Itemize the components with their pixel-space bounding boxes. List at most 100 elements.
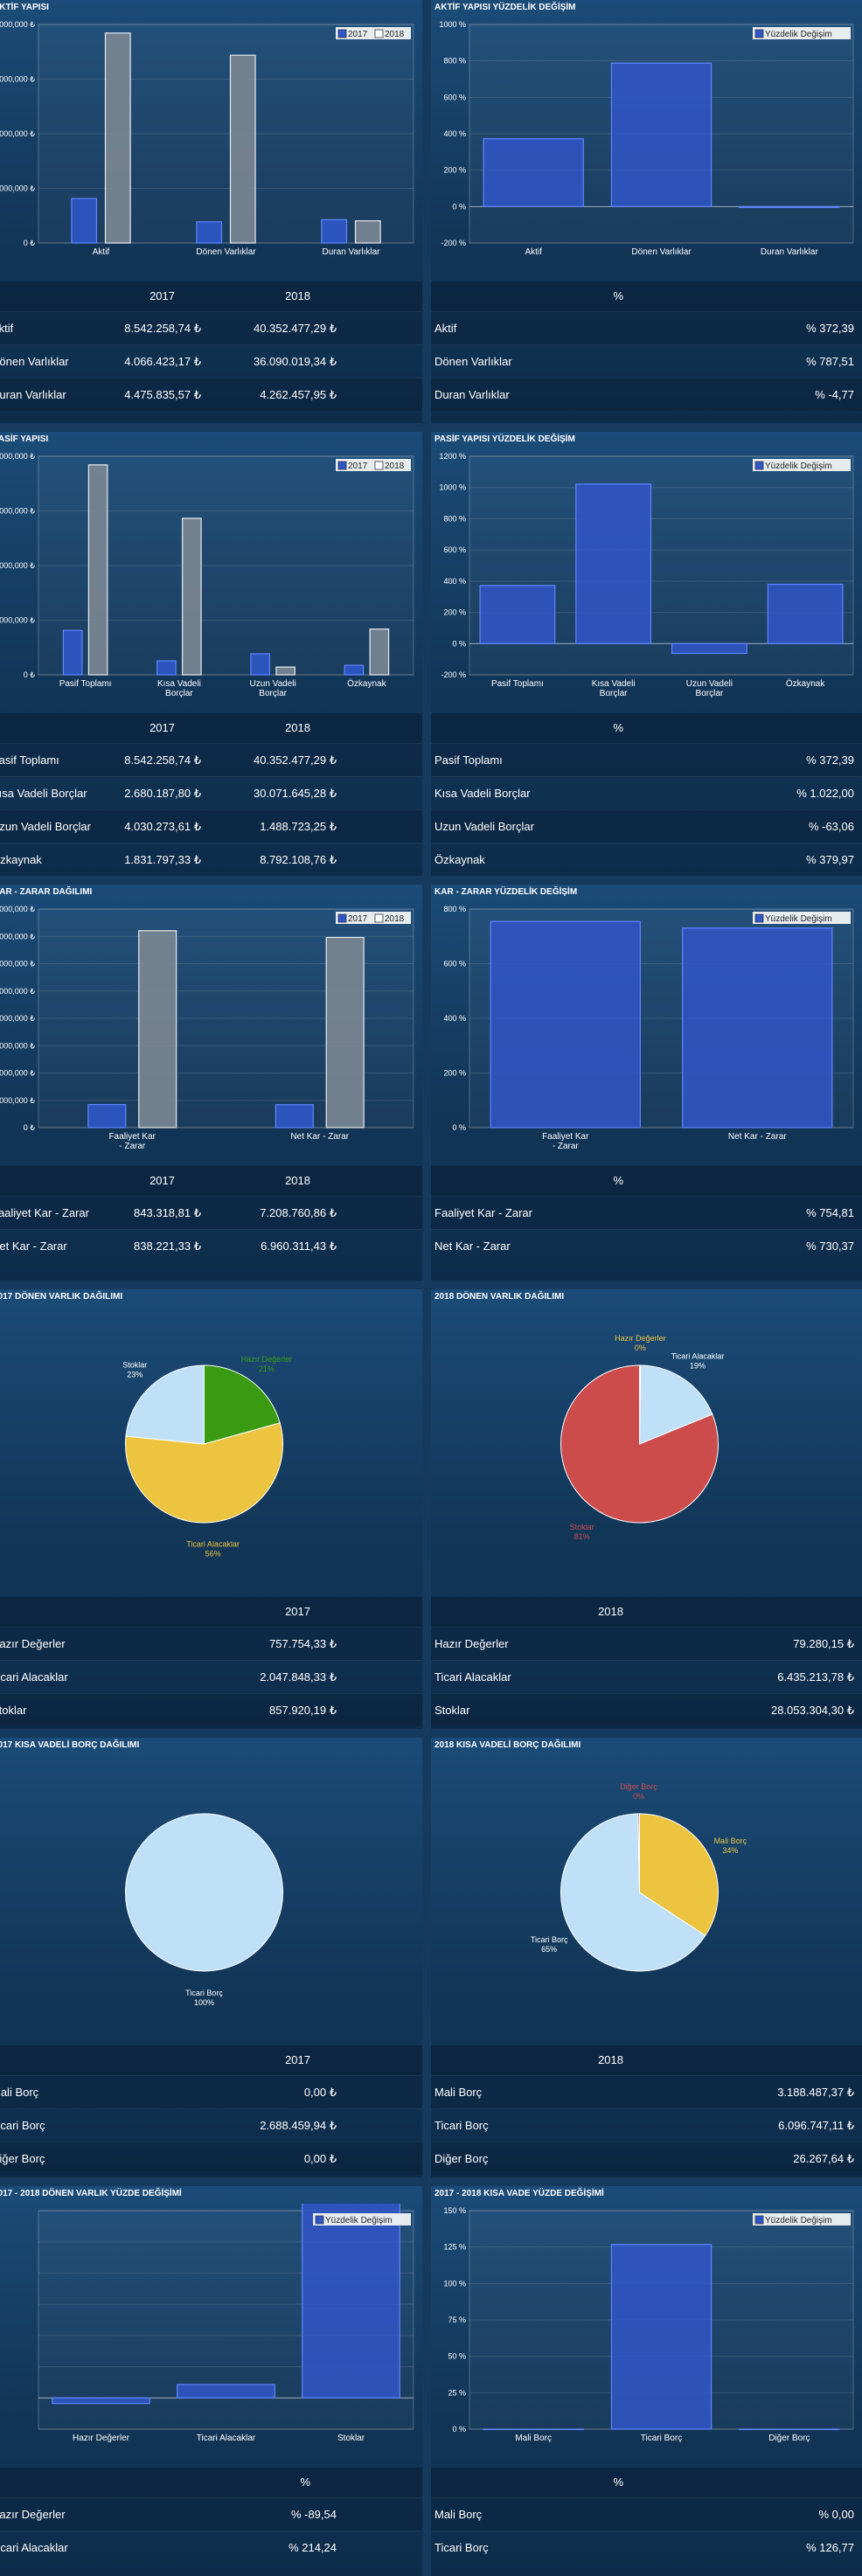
row-label: Mali Borç [434, 2086, 483, 2099]
panel-title: PASİF YAPISI [0, 434, 49, 444]
row-label: Mali Borç [434, 2508, 483, 2521]
slice-percent: 56% [205, 1550, 221, 1559]
slice-label: Ticari Alacaklar [186, 1540, 240, 1549]
bar-y-zdelik-de-i-im-ticari-bor[interactable] [610, 2244, 713, 2430]
bar-2018-k-sa-vadeli-bor-lar[interactable] [182, 517, 202, 676]
cell-value: % 126,77 [806, 2541, 854, 2554]
slice-haz-r-de-erler[interactable] [203, 1364, 281, 1445]
y-tick-label: 200 % [443, 608, 466, 617]
bar-2017-d-nen-varl-klar[interactable] [196, 221, 223, 244]
row-label: Ticari Alacaklar [434, 1670, 511, 1684]
slice-label: Ticari Borç [531, 1935, 568, 1944]
panel-pasif: PASİF YAPISI 0 ₺ 10,000,000 ₺ 20,000,000 ₺ 3… [0, 432, 422, 876]
bar-y-zdelik-de-i-im-net-kar-zarar[interactable] [682, 927, 833, 1128]
slice-stoklar[interactable] [560, 1364, 719, 1524]
bar-2017-faaliyet-kar-zarar[interactable] [87, 1104, 127, 1128]
slice-ticari-alacaklar[interactable] [638, 1364, 713, 1445]
bar-y-zdelik-de-i-im-duran-varl-klar[interactable] [739, 205, 840, 208]
bar-2018-zkaynak[interactable] [369, 628, 390, 676]
table-row: Stoklar 857.920,19 ₺ [0, 1693, 422, 1726]
bar-2017-uzun-vadeli-bor-lar[interactable] [250, 653, 270, 676]
y-tick-label: 75 % [448, 2316, 466, 2324]
table-row: Duran Varlıklar 4.475.835,57 ₺ 4.262.457,9… [0, 378, 422, 411]
slice-label: Stoklar [122, 1361, 147, 1370]
slice-di-er-bor[interactable] [637, 1813, 641, 1893]
bar-y-zdelik-de-i-im-pasif-toplam[interactable] [479, 585, 556, 644]
panel-donen2017: 2017 DÖNEN VARLIK DAĞILIMI Hazır Değerler… [0, 1289, 422, 1729]
bar-2018-d-nen-varl-klar[interactable] [229, 54, 256, 244]
legend-label: Yüzdelik Değişim [765, 2216, 832, 2225]
bar-2018-pasif-toplam[interactable] [87, 464, 108, 676]
y-tick-label: 40,000,000 ₺ [0, 20, 35, 29]
x-tick-label: Duran Varlıklar [761, 247, 819, 257]
bar-y-zdelik-de-i-im-stoklar[interactable] [302, 2204, 400, 2399]
legend[interactable]: 2017 2018 [336, 27, 411, 39]
y-tick-label: 30,000,000 ₺ [0, 507, 35, 516]
table-row: Kısa Vadeli Borçlar % 1.022,00 [431, 776, 862, 809]
y-tick-label: 200 % [443, 1069, 466, 1078]
slice-label: Mali Borç [714, 1837, 747, 1845]
y-tick-label: 400 % [443, 577, 466, 586]
data-table: 2017 2018 Aktif 8.542.258,74 ₺ 40.352.477,29… [0, 281, 422, 411]
bar-2017-duran-varl-klar[interactable] [321, 219, 348, 244]
bar-2017-aktif[interactable] [71, 198, 98, 244]
bar-y-zdelik-de-i-im-mali-bor[interactable] [483, 2428, 584, 2431]
cell-value: 40.352.477,29 ₺ [253, 753, 337, 767]
legend-label: Yüzdelik Değişim [765, 462, 832, 471]
bar-2018-faaliyet-kar-zarar[interactable] [138, 930, 177, 1128]
cell-value: 1.488.723,25 ₺ [260, 820, 337, 833]
panel-title: PASİF YAPISI YÜZDELİK DEĞİŞİM [434, 434, 575, 444]
data-table: 2018 Mali Borç 3.188.487,37 ₺ Ticari Borç 6.… [431, 2045, 862, 2175]
row-label: Hazır Değerler [434, 1637, 509, 1650]
panel-title: 2017 KISA VADELİ BORÇ DAĞILIMI [0, 1740, 140, 1750]
y-tick-label: 3,000,000 ₺ [0, 1041, 35, 1050]
bar-2018-uzun-vadeli-bor-lar[interactable] [275, 666, 295, 676]
bar-y-zdelik-de-i-im-uzun-vadeli-bor-lar[interactable] [671, 642, 747, 655]
y-tick-label: 7,000,000 ₺ [0, 932, 35, 941]
cell-value: 6.096.747,11 ₺ [778, 2119, 854, 2132]
row-label: Diğer Borç [0, 2152, 45, 2165]
data-table: % Faaliyet Kar - Zarar % 754,81 Net Kar - Z… [431, 1166, 862, 1262]
x-tick-label: Kısa Vadeli Borçlar [592, 679, 636, 698]
bar-y-zdelik-de-i-im-k-sa-vadeli-bor-lar[interactable] [575, 483, 652, 644]
bar-y-zdelik-de-i-im-haz-r-de-erler[interactable] [52, 2397, 150, 2405]
bar-y-zdelik-de-i-im-zkaynak[interactable] [767, 583, 844, 644]
bar-2018-duran-varl-klar[interactable] [354, 220, 381, 244]
bar-2018-aktif[interactable] [104, 32, 131, 244]
table-row: Diğer Borç 26.267,64 ₺ [431, 2142, 862, 2175]
legend[interactable]: 2017 2018 [336, 912, 411, 924]
bar-y-zdelik-de-i-im-d-nen-varl-klar[interactable] [610, 62, 713, 207]
slice-ticari-bor[interactable] [560, 1813, 706, 1972]
legend-label: 2017 [348, 30, 368, 39]
cell-value: % 214,24 [288, 2541, 337, 2554]
slice-ticari-bor[interactable] [125, 1813, 283, 1972]
legend[interactable]: Yüzdelik Değişim [313, 2213, 411, 2225]
legend[interactable]: Yüzdelik Değişim [753, 912, 851, 924]
table-row: Uzun Vadeli Borçlar 4.030.273,61 ₺ 1.488.7… [0, 809, 422, 843]
data-table: 2017 2018 Faaliyet Kar - Zarar 843.318,81 ₺… [0, 1166, 422, 1262]
bar-2017-net-kar-zarar[interactable] [275, 1104, 314, 1128]
table-row: Hazır Değerler 79.280,15 ₺ [431, 1627, 862, 1660]
slice-ticari-alacaklar[interactable] [125, 1422, 283, 1524]
legend[interactable]: Yüzdelik Değişim [753, 459, 851, 471]
bar-2018-net-kar-zarar[interactable] [325, 936, 365, 1128]
bar-2017-pasif-toplam[interactable] [62, 629, 83, 676]
legend-label: Yüzdelik Değişim [765, 914, 832, 924]
bar-y-zdelik-de-i-im-ticari-alacaklar[interactable] [177, 2384, 275, 2399]
bar-y-zdelik-de-i-im-di-er-bor[interactable] [739, 2428, 840, 2431]
chart-svg: 0 ₺ 10,000,000 ₺ 20,000,000 ₺ 30,000,000 ₺ 4… [0, 452, 414, 698]
bar-y-zdelik-de-i-im-faaliyet-kar-zarar[interactable] [490, 920, 641, 1128]
cell-value: % 754,81 [806, 1206, 854, 1219]
table-row: Kısa Vadeli Borçlar 2.680.187,80 ₺ 30.071.… [0, 776, 422, 809]
cell-value: 0,00 ₺ [303, 2086, 337, 2099]
legend[interactable]: Yüzdelik Değişim [753, 2213, 851, 2225]
y-tick-label: 800 % [443, 514, 466, 523]
chart-area: Hazır Değerler 21% Ticari Alacaklar 56% Stok… [0, 1307, 422, 1595]
bar-y-zdelik-de-i-im-aktif[interactable] [483, 138, 584, 207]
slice-stoklar[interactable] [125, 1364, 205, 1445]
y-tick-label: 0 ₺ [24, 1123, 36, 1132]
bar-2017-k-sa-vadeli-bor-lar[interactable] [156, 660, 177, 676]
legend[interactable]: 2017 2018 [336, 459, 411, 471]
legend[interactable]: Yüzdelik Değişim [753, 27, 851, 39]
bar-2017-zkaynak[interactable] [344, 664, 365, 676]
